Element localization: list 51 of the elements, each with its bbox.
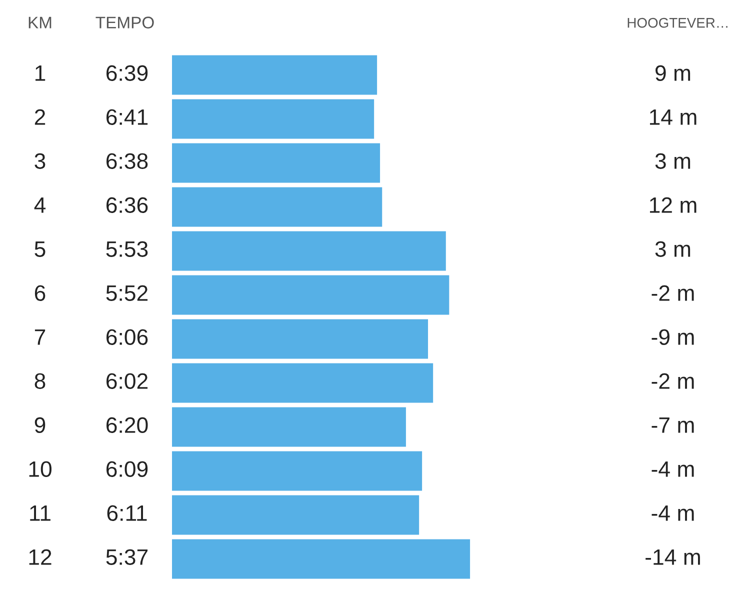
text: 5:52 — [106, 285, 148, 301]
bar — [172, 407, 406, 447]
y-tick-label: 8 — [34, 373, 46, 389]
y-tick-label: 11 — [30, 505, 50, 521]
text: -2 m — [652, 373, 694, 389]
text: 5:37 — [106, 549, 148, 565]
text: -2 m — [652, 285, 694, 301]
text: 6:11 — [107, 505, 147, 521]
text: 6:20 — [106, 417, 148, 433]
text: 12 m — [650, 197, 696, 213]
y-tick-label: 7 — [34, 329, 46, 345]
bar — [172, 451, 422, 491]
y-tick-label: 1 — [36, 65, 46, 81]
bar — [172, 495, 420, 535]
y-tick-label: 10 — [29, 461, 52, 477]
y-tick-label: 5 — [34, 241, 46, 257]
bar — [172, 539, 470, 579]
text: 6:39 — [106, 65, 148, 81]
text: 6:36 — [106, 197, 148, 213]
bar — [172, 319, 428, 359]
y-axis-title: KM — [28, 16, 52, 28]
text: -7 m — [652, 417, 694, 433]
bar — [172, 55, 378, 95]
bar — [172, 363, 434, 403]
y-tick-label: 12 — [29, 549, 52, 565]
bar — [172, 231, 446, 271]
y-tick-label: 4 — [34, 197, 46, 213]
bar — [172, 187, 382, 227]
y-tick-label: 6 — [34, 285, 46, 301]
text: -9 m — [652, 329, 694, 345]
bar — [172, 275, 450, 315]
text: 6:38 — [106, 153, 148, 169]
y-tick-label: 9 — [34, 417, 46, 433]
text: 3 m — [655, 241, 690, 257]
text: HOOGTEVER… — [628, 18, 728, 28]
text: -4 m — [652, 505, 694, 521]
text: 6:09 — [106, 461, 148, 477]
bar — [172, 143, 380, 183]
text: -4 m — [652, 461, 694, 477]
y-tick-label: 3 — [34, 153, 46, 169]
text: 6:06 — [106, 329, 148, 345]
text: TEMPO — [96, 16, 154, 28]
text: 5:53 — [106, 241, 148, 257]
text: 3 m — [655, 153, 690, 169]
text: 14 m — [650, 109, 696, 125]
y-tick-label: 2 — [34, 109, 46, 125]
text: 9 m — [656, 65, 690, 81]
text: 6:02 — [106, 373, 148, 389]
text: -14 m — [646, 549, 700, 565]
bar — [172, 99, 374, 139]
text: 6:41 — [106, 109, 148, 125]
